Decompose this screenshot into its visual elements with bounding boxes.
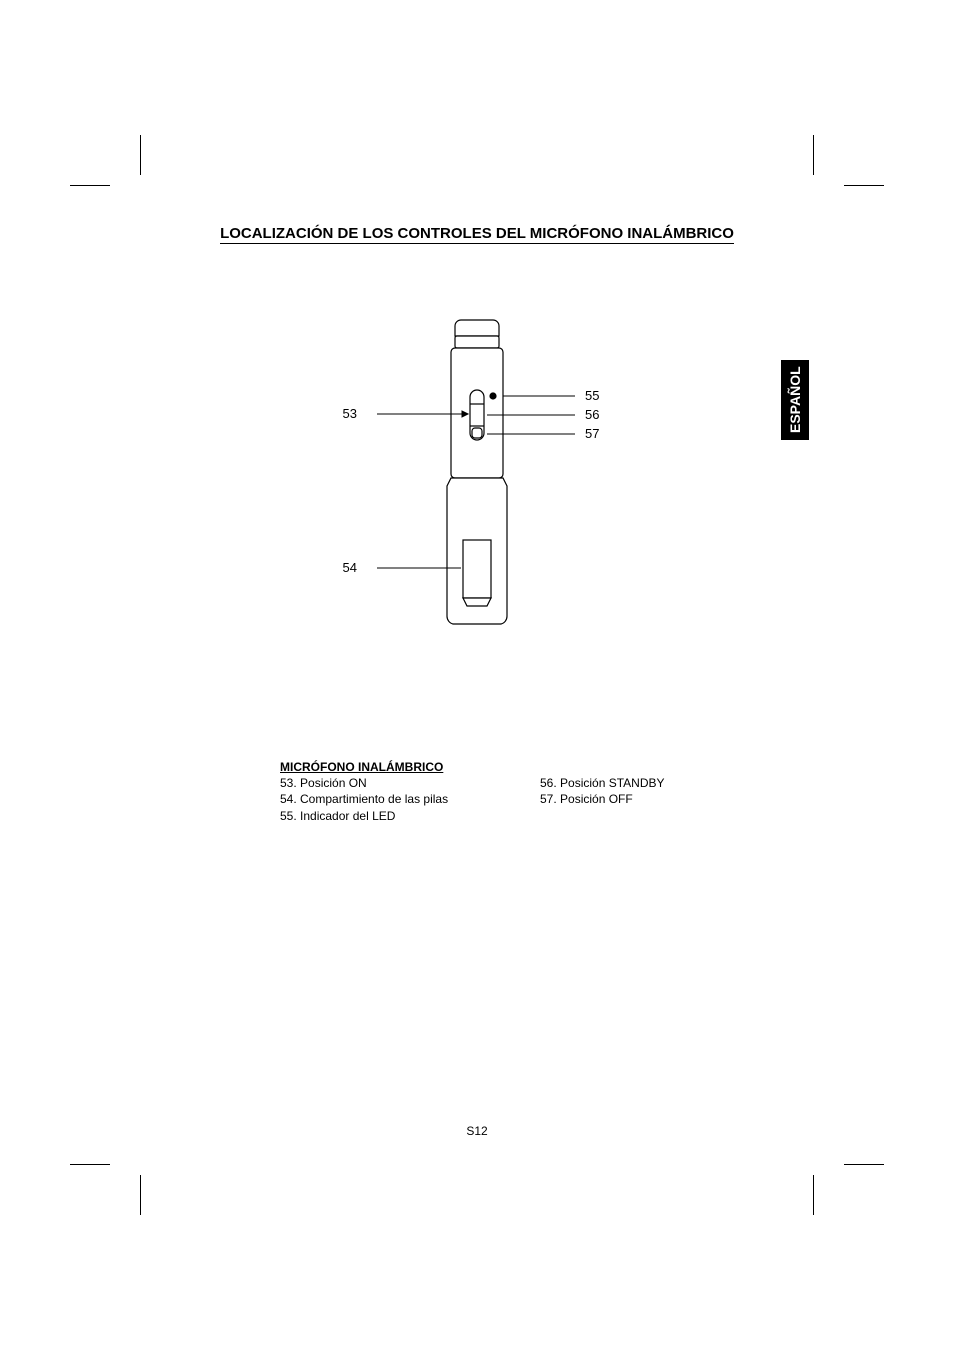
crop-mark xyxy=(813,1175,814,1215)
microphone-diagram: 53 54 55 56 57 xyxy=(170,314,784,659)
language-tab: ESPAÑOL xyxy=(781,360,809,440)
legend: MICRÓFONO INALÁMBRICO 53. Posición ON 54… xyxy=(280,759,784,824)
crop-mark xyxy=(813,135,814,175)
callout-53: 53 xyxy=(343,406,357,421)
callout-55: 55 xyxy=(585,388,599,403)
legend-item: 57. Posición OFF xyxy=(540,791,780,807)
legend-heading: MICRÓFONO INALÁMBRICO xyxy=(280,759,540,775)
crop-mark xyxy=(140,1175,141,1215)
page-title: LOCALIZACIÓN DE LOS CONTROLES DEL MICRÓF… xyxy=(220,225,734,244)
legend-item: 53. Posición ON xyxy=(280,775,540,791)
legend-item: 55. Indicador del LED xyxy=(280,808,540,824)
crop-mark xyxy=(140,135,141,175)
callout-57: 57 xyxy=(585,426,599,441)
crop-mark xyxy=(844,1164,884,1165)
callout-54: 54 xyxy=(343,560,357,575)
page-number: S12 xyxy=(0,1124,954,1138)
crop-mark xyxy=(844,185,884,186)
crop-mark xyxy=(70,1164,110,1165)
legend-item: 54. Compartimiento de las pilas xyxy=(280,791,540,807)
legend-item: 56. Posición STANDBY xyxy=(540,775,780,791)
crop-mark xyxy=(70,185,110,186)
callout-56: 56 xyxy=(585,407,599,422)
